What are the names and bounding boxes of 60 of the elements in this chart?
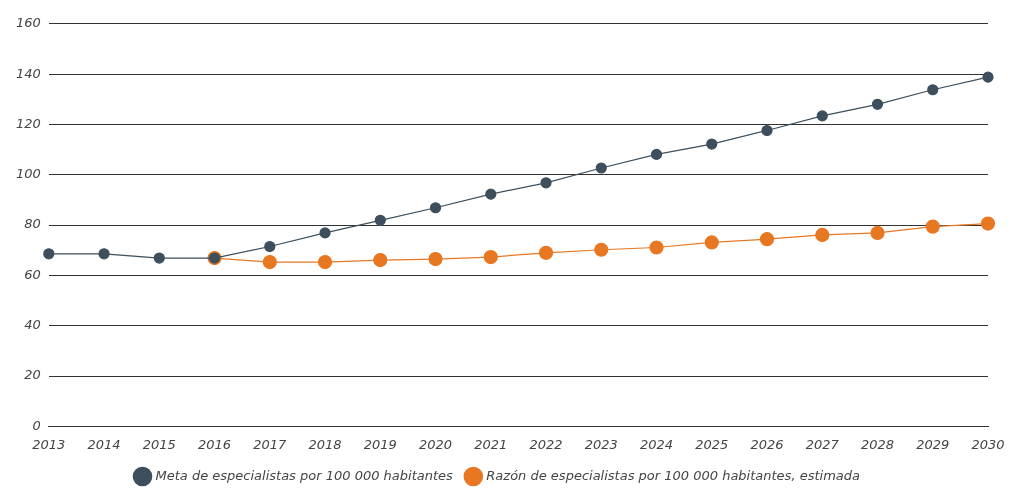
point [483,249,498,265]
point [925,219,940,234]
point [43,248,55,260]
legend-label: Meta de especialistas por 100 000 habitantes [155,467,454,483]
point [706,138,718,150]
point [264,240,276,253]
point [761,124,773,137]
point [262,254,277,270]
y-tick-label: 100 [15,166,41,182]
point [594,242,609,257]
legend-label: Razón de especialistas por 100 000 habitantes, estimada [486,467,861,483]
point [982,71,994,83]
x-tick-label: 2020 [418,436,453,452]
x-tick-label: 2024 [639,436,674,452]
point [871,98,884,110]
point [759,232,775,247]
point [650,148,663,160]
point [428,251,443,267]
x-tick-label: 2021 [474,436,508,452]
point [317,254,333,270]
y-tick-label: 40 [24,317,41,333]
point [816,110,828,122]
x-tick-label: 2017 [253,436,288,452]
point [373,252,388,268]
y-tick-label: 0 [32,417,41,433]
point [704,235,719,250]
x-tick-label: 2027 [805,436,840,452]
point [815,227,830,243]
point [870,225,885,240]
x-tick-label: 2026 [750,436,784,452]
x-tick-label: 2016 [198,436,232,452]
y-tick-label: 80 [24,216,41,232]
point [98,248,110,260]
point [485,188,497,200]
x-tick-label: 2030 [971,436,1005,452]
x-tick-label: 2018 [308,436,342,452]
y-tick-label: 140 [15,65,41,81]
x-tick-label: 2015 [142,436,176,452]
y-tick-label: 20 [24,367,41,383]
y-tick-label: 160 [15,15,41,31]
x-tick-label: 2019 [363,436,397,452]
y-tick-label: 120 [15,115,41,131]
point [595,162,607,174]
point [153,252,165,264]
x-tick-label: 2025 [695,436,729,452]
x-tick-label: 2028 [860,436,895,452]
x-tick-label: 2023 [584,436,618,452]
x-tick-label: 2029 [916,436,950,452]
point [927,84,939,96]
x-tick-label: 2013 [32,436,66,452]
x-tick-label: 2014 [87,436,121,452]
point [540,177,552,189]
point [538,245,554,260]
point [319,227,331,239]
point [980,216,996,231]
y-tick-label: 60 [24,266,41,282]
point [429,202,442,214]
x-tick-label: 2022 [529,436,563,452]
point [374,214,386,226]
point [649,240,664,255]
